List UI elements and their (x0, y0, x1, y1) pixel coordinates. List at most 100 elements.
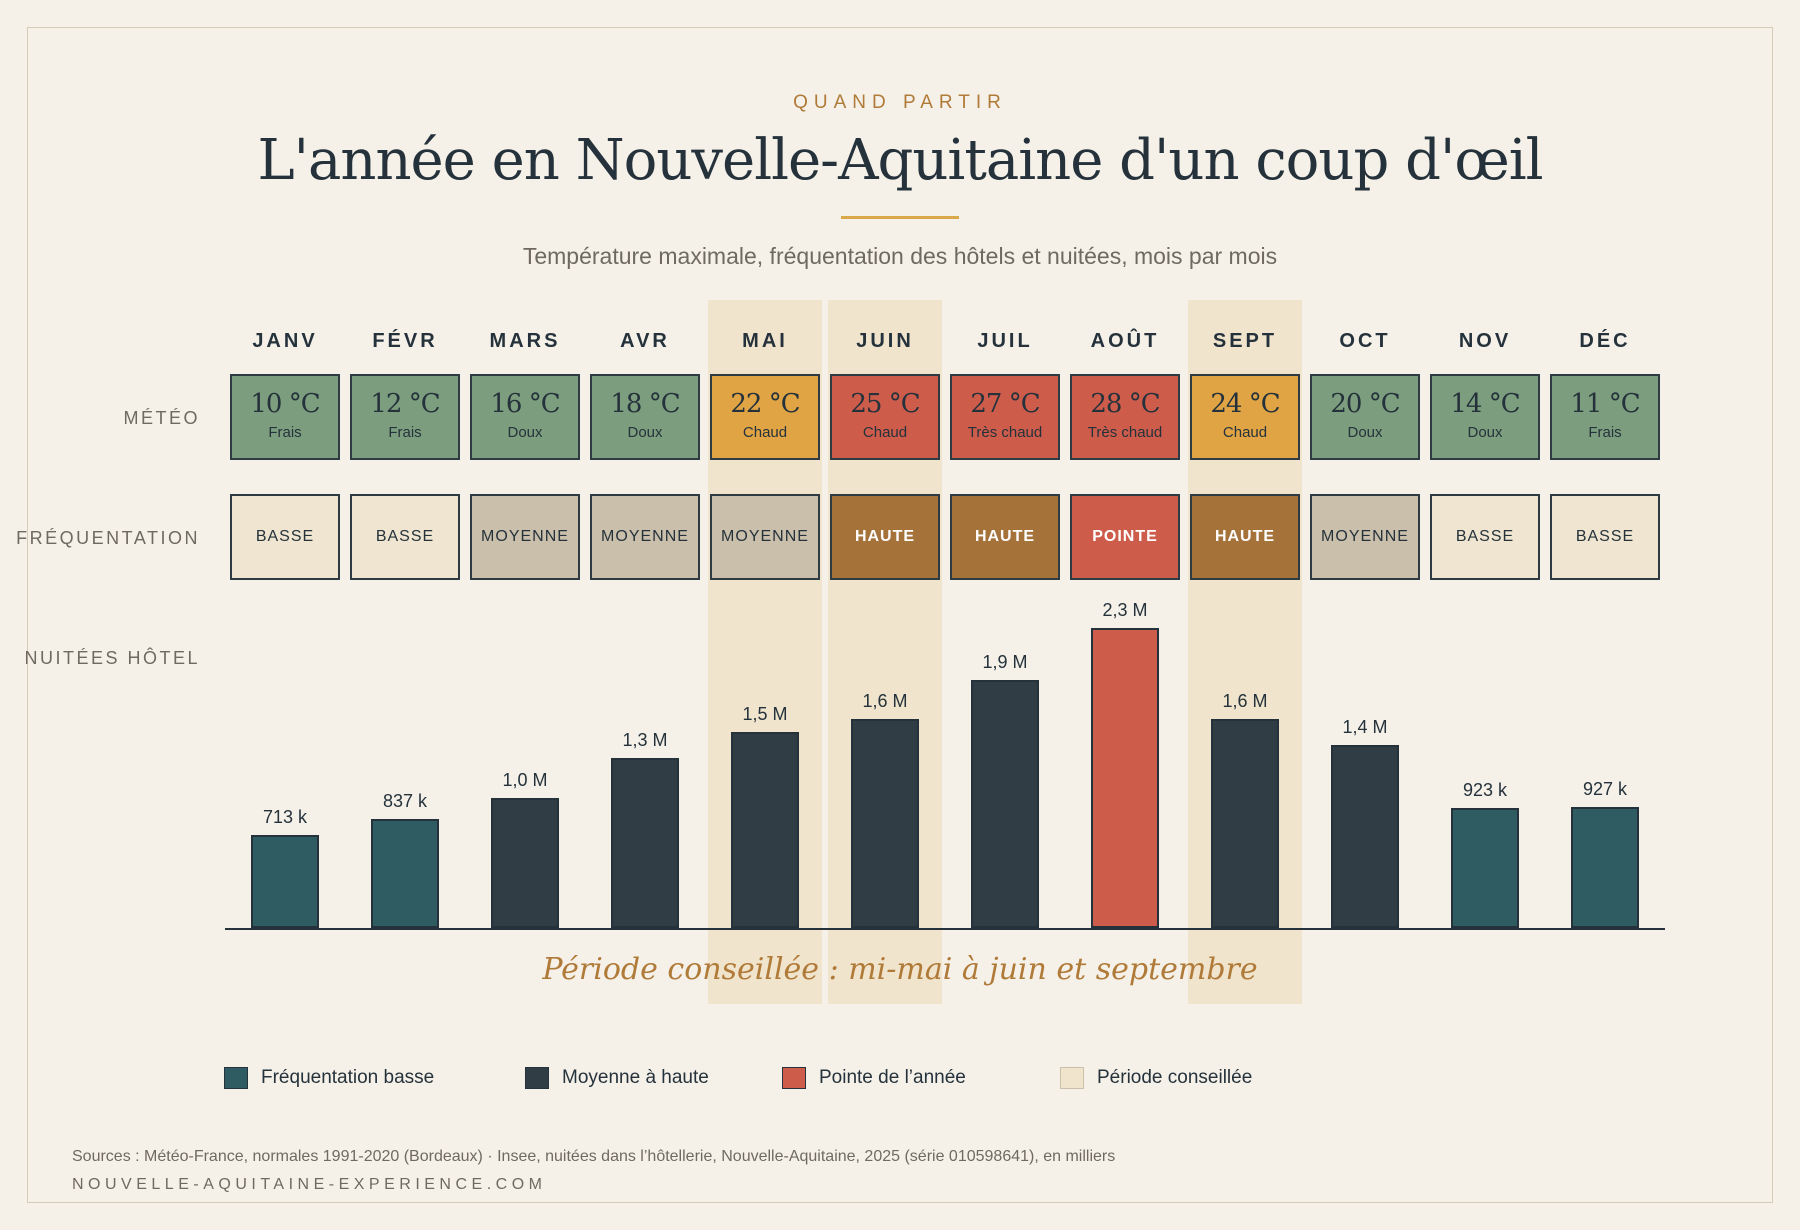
nuitees-bar (1451, 808, 1519, 928)
frequentation-cell: BASSE (1430, 494, 1540, 580)
temperature-cell: 24 °C Chaud (1190, 374, 1300, 460)
temperature-value: 18 °C (610, 389, 680, 419)
nuitees-bar (1091, 628, 1159, 928)
sources-note: Sources : Météo-France, normales 1991-20… (72, 1148, 1116, 1165)
temperature-value: 11 °C (1570, 389, 1640, 419)
month-header: SEPT (1212, 330, 1278, 352)
recommended-period-note: Période conseillée : mi-mai à juin et se… (542, 952, 1258, 987)
nuitees-data-label: 713 k (262, 807, 308, 827)
nuitees-bar (371, 819, 439, 928)
nuitees-data-label: 1,4 M (1342, 717, 1388, 737)
nuitees-data-label: 837 k (382, 791, 428, 811)
frequentation-cell: MOYENNE (710, 494, 820, 580)
nuitees-bar (1211, 719, 1279, 928)
title-divider (841, 216, 959, 219)
legend-swatch (1060, 1067, 1084, 1089)
temperature-description: Très chaud (967, 424, 1043, 441)
temperature-value: 27 °C (970, 389, 1040, 419)
legend-label: Pointe de l’année (819, 1067, 966, 1088)
temperature-cell: 10 °C Frais (230, 374, 340, 460)
temperature-description: Frais (268, 424, 302, 441)
frequentation-cell: BASSE (1550, 494, 1660, 580)
temperature-value: 28 °C (1090, 389, 1160, 419)
chart-baseline (225, 928, 1665, 930)
nuitees-bar (611, 758, 679, 928)
temperature-value: 14 °C (1450, 389, 1520, 419)
temperature-description: Doux (1467, 424, 1503, 441)
month-header: DÉC (1579, 330, 1631, 352)
frequentation-cell: HAUTE (950, 494, 1060, 580)
frequentation-cell: MOYENNE (470, 494, 580, 580)
temperature-value: 25 °C (850, 389, 920, 419)
month-header: AOÛT (1090, 330, 1160, 352)
nuitees-data-label: 923 k (1462, 780, 1508, 800)
frequentation-cell: HAUTE (1190, 494, 1300, 580)
temperature-description: Frais (1588, 424, 1622, 441)
temperature-cell: 16 °C Doux (470, 374, 580, 460)
nuitees-bar (971, 680, 1039, 928)
nuitees-data-label: 2,3 M (1102, 600, 1148, 620)
frequentation-cell: POINTE (1070, 494, 1180, 580)
legend-label: Fréquentation basse (261, 1067, 435, 1088)
month-header: MAI (742, 330, 788, 352)
temperature-description: Doux (1347, 424, 1383, 441)
nuitees-bar (251, 835, 319, 928)
month-header: MARS (489, 330, 561, 352)
month-header: FÉVR (372, 330, 438, 352)
nuitees-data-label: 1,0 M (502, 770, 548, 790)
temperature-cell: 25 °C Chaud (830, 374, 940, 460)
month-header: JANV (252, 330, 318, 352)
page-frame (27, 27, 1773, 1203)
nuitees-data-label: 1,6 M (1222, 691, 1268, 711)
frequentation-cell: MOYENNE (1310, 494, 1420, 580)
nuitees-data-label: 927 k (1582, 779, 1628, 799)
temperature-value: 10 °C (250, 389, 320, 419)
temperature-value: 20 °C (1330, 389, 1400, 419)
nuitees-data-label: 1,6 M (862, 691, 908, 711)
temperature-cell: 12 °C Frais (350, 374, 460, 460)
nuitees-bar (851, 719, 919, 928)
temperature-value: 24 °C (1210, 389, 1280, 419)
month-header: JUIL (977, 330, 1033, 352)
nuitees-bar (731, 732, 799, 928)
temperature-description: Chaud (1222, 424, 1268, 441)
temperature-value: 12 °C (370, 389, 440, 419)
eyebrow: QUAND PARTIR (793, 92, 1007, 113)
temperature-value: 16 °C (490, 389, 560, 419)
temperature-description: Chaud (742, 424, 788, 441)
page-title: L'année en Nouvelle-Aquitaine d'un coup … (257, 128, 1543, 193)
temperature-description: Chaud (862, 424, 908, 441)
temperature-cell: 22 °C Chaud (710, 374, 820, 460)
frequentation-cell: MOYENNE (590, 494, 700, 580)
legend-swatch (224, 1067, 248, 1089)
row-label-meteo: MÉTÉO (123, 408, 200, 428)
temperature-value: 22 °C (730, 389, 800, 419)
site-url: NOUVELLE-AQUITAINE-EXPERIENCE.COM (72, 1176, 547, 1193)
nuitees-bar (491, 798, 559, 928)
nuitees-bar (1571, 807, 1639, 928)
legend-label: Moyenne à haute (562, 1067, 709, 1088)
temperature-description: Frais (388, 424, 422, 441)
legend-swatch (782, 1067, 806, 1089)
month-header: NOV (1458, 330, 1512, 352)
nuitees-data-label: 1,9 M (982, 652, 1028, 672)
temperature-description: Doux (627, 424, 663, 441)
nuitees-data-label: 1,3 M (622, 730, 668, 750)
temperature-cell: 18 °C Doux (590, 374, 700, 460)
temperature-cell: 11 °C Frais (1550, 374, 1660, 460)
temperature-cell: 14 °C Doux (1430, 374, 1540, 460)
frequentation-cell: HAUTE (830, 494, 940, 580)
row-label-frequentation: FRÉQUENTATION (16, 528, 200, 548)
row-label-nuitees: NUITÉES HÔTEL (24, 648, 200, 668)
month-header: JUIN (856, 330, 914, 352)
frequentation-cell: BASSE (230, 494, 340, 580)
temperature-cell: 28 °C Très chaud (1070, 374, 1180, 460)
temperature-cell: 27 °C Très chaud (950, 374, 1060, 460)
page-subtitle: Température maximale, fréquentation des … (522, 243, 1278, 269)
nuitees-bar (1331, 745, 1399, 928)
temperature-cell: 20 °C Doux (1310, 374, 1420, 460)
legend-swatch (525, 1067, 549, 1089)
nuitees-data-label: 1,5 M (742, 704, 788, 724)
month-header: AVR (620, 330, 670, 352)
frequentation-cell: BASSE (350, 494, 460, 580)
